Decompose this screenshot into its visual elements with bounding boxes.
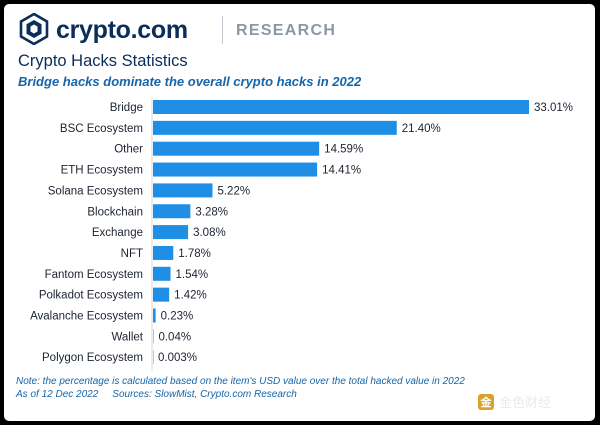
bar xyxy=(153,141,320,156)
hacks-bar-chart: Bridge 33.01% BSC Ecosystem 21.40% Other 14.5… xyxy=(30,98,573,372)
category-label: Polygon Ecosystem xyxy=(42,352,143,364)
brand-wordmark: crypto.com xyxy=(56,16,188,44)
category-label: NFT xyxy=(121,248,143,260)
bar xyxy=(153,162,318,177)
watermark-text: 金色财经 xyxy=(499,395,552,410)
value-label: 3.28% xyxy=(195,206,228,218)
footnote-as-of: As of 12 Dec 2022 xyxy=(16,389,99,400)
value-label: 0.003% xyxy=(158,352,197,364)
bar xyxy=(153,204,191,219)
value-label: 1.54% xyxy=(176,269,209,281)
category-label: Polkadot Ecosystem xyxy=(39,290,143,302)
value-label: 14.41% xyxy=(322,165,361,177)
category-label: ETH Ecosystem xyxy=(61,165,143,177)
category-label: Avalanche Ecosystem xyxy=(30,311,143,323)
value-label: 3.08% xyxy=(193,227,226,239)
bar xyxy=(153,183,213,198)
report-card: crypto.com RESEARCH Crypto Hacks Statist… xyxy=(4,4,595,421)
header-divider xyxy=(222,16,223,44)
category-label: Other xyxy=(114,144,143,156)
watermark: 金 金色财经 xyxy=(478,392,551,411)
bar xyxy=(153,266,171,281)
value-label: 0.04% xyxy=(158,331,191,343)
value-label: 1.78% xyxy=(178,248,211,260)
category-label: Exchange xyxy=(92,227,143,239)
footnote-note: Note: the percentage is calculated based… xyxy=(16,376,465,387)
value-label: 33.01% xyxy=(534,102,573,114)
value-label: 1.42% xyxy=(174,290,207,302)
research-label: RESEARCH xyxy=(236,22,337,39)
bar xyxy=(153,245,174,260)
crypto-com-lion-shield-icon xyxy=(19,13,49,45)
value-label: 14.59% xyxy=(324,144,363,156)
category-label: Wallet xyxy=(111,331,143,343)
value-label: 0.23% xyxy=(161,311,194,323)
value-label: 21.40% xyxy=(402,123,441,135)
value-label: 5.22% xyxy=(217,185,250,197)
category-label: BSC Ecosystem xyxy=(60,123,143,135)
category-label: Solana Ecosystem xyxy=(48,185,143,197)
chart-title: Crypto Hacks Statistics xyxy=(18,52,188,70)
bar xyxy=(153,100,529,114)
category-label: Blockchain xyxy=(87,206,143,218)
jinse-logo-icon: 金 xyxy=(478,393,494,410)
bar xyxy=(153,225,189,240)
bar xyxy=(153,287,170,302)
bar xyxy=(153,308,156,323)
bar xyxy=(153,120,397,135)
brand-header: crypto.com RESEARCH xyxy=(14,12,574,46)
footnote-sources-line: As of 12 Dec 2022 Sources: SlowMist, Cryp… xyxy=(16,389,297,400)
category-label: Fantom Ecosystem xyxy=(45,269,143,281)
category-label: Bridge xyxy=(110,102,143,114)
footnote-sources: Sources: SlowMist, Crypto.com Research xyxy=(112,389,297,400)
chart-subtitle: Bridge hacks dominate the overall crypto… xyxy=(18,74,362,89)
